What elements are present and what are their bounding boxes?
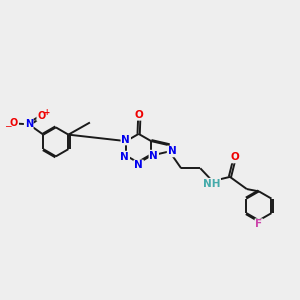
Text: O: O [10, 118, 18, 128]
Text: N: N [120, 152, 129, 162]
Text: +: + [43, 108, 50, 117]
Text: O: O [230, 152, 239, 163]
Text: N: N [25, 119, 33, 129]
Text: F: F [255, 219, 262, 229]
Text: O: O [135, 110, 144, 120]
Text: O: O [37, 111, 46, 121]
Text: N: N [134, 160, 143, 170]
Text: N: N [168, 146, 176, 156]
Text: N: N [122, 134, 130, 145]
Text: N: N [149, 151, 158, 160]
Text: NH: NH [203, 179, 220, 189]
Text: −: − [4, 121, 12, 130]
